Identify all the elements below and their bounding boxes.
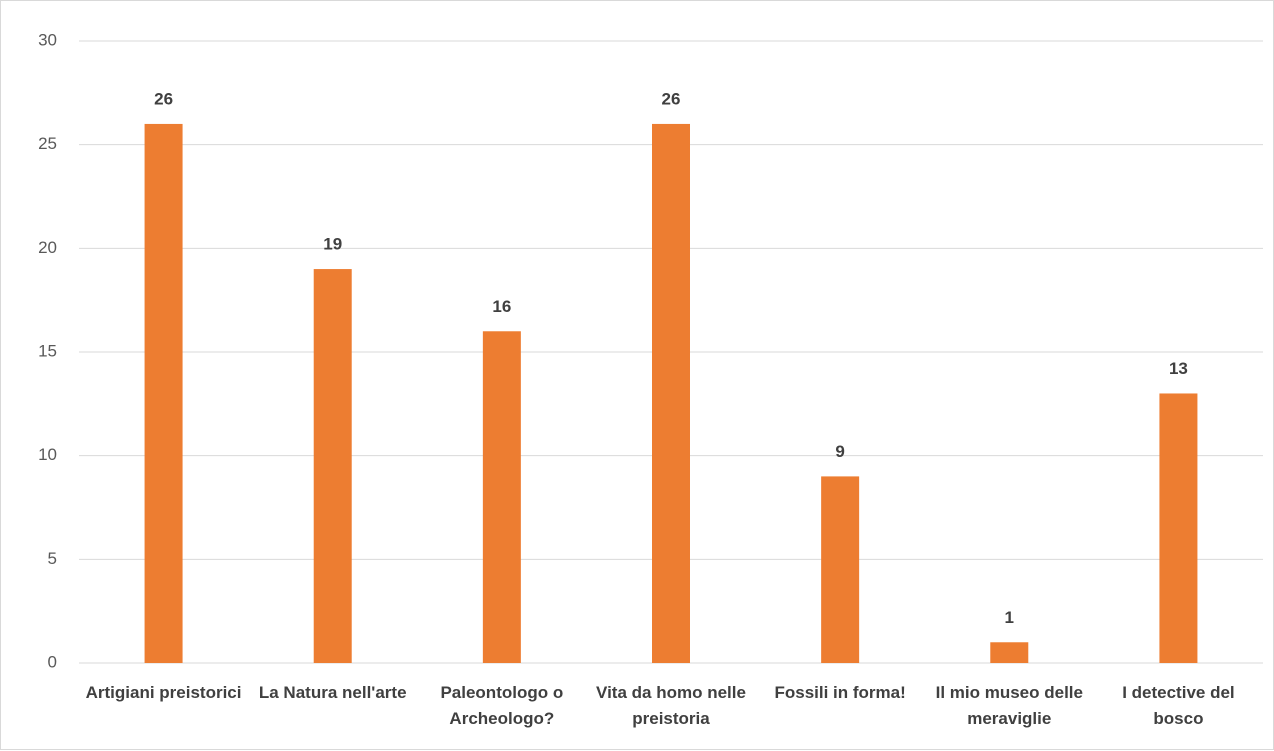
- x-tick-label: Il mio museo delle meraviglie: [935, 683, 1083, 728]
- x-tick-label: Fossili in forma!: [774, 683, 906, 702]
- data-label: 13: [1169, 359, 1188, 378]
- bar: [652, 123, 690, 663]
- x-tick-label: Vita da homo nelle preistoria: [596, 683, 746, 728]
- data-label: 19: [323, 235, 342, 254]
- x-tick-label: Paleontologo o Archeologo?: [440, 683, 564, 728]
- data-label: 26: [662, 89, 681, 108]
- x-tick-label: La Natura nell'arte: [258, 683, 407, 702]
- x-tick-label: Artigiani preistorici: [85, 683, 242, 702]
- x-tick-label: I detective del bosco: [1122, 683, 1235, 728]
- y-tick-label: 25: [38, 134, 57, 153]
- data-label: 16: [492, 297, 511, 316]
- y-tick-label: 15: [38, 341, 57, 360]
- y-tick-label: 5: [48, 549, 57, 568]
- data-label: 1: [1005, 608, 1014, 627]
- y-tick-label: 30: [38, 30, 57, 49]
- data-label: 9: [835, 442, 844, 461]
- data-label: 26: [154, 89, 173, 108]
- y-tick-label: 10: [38, 445, 57, 464]
- y-tick-label: 20: [38, 238, 57, 257]
- bar: [144, 123, 183, 663]
- bar: [1159, 393, 1198, 663]
- bar: [990, 642, 1029, 663]
- y-tick-label: 0: [48, 652, 57, 671]
- bar: [313, 269, 352, 663]
- bar: [482, 331, 521, 663]
- bar: [821, 476, 860, 663]
